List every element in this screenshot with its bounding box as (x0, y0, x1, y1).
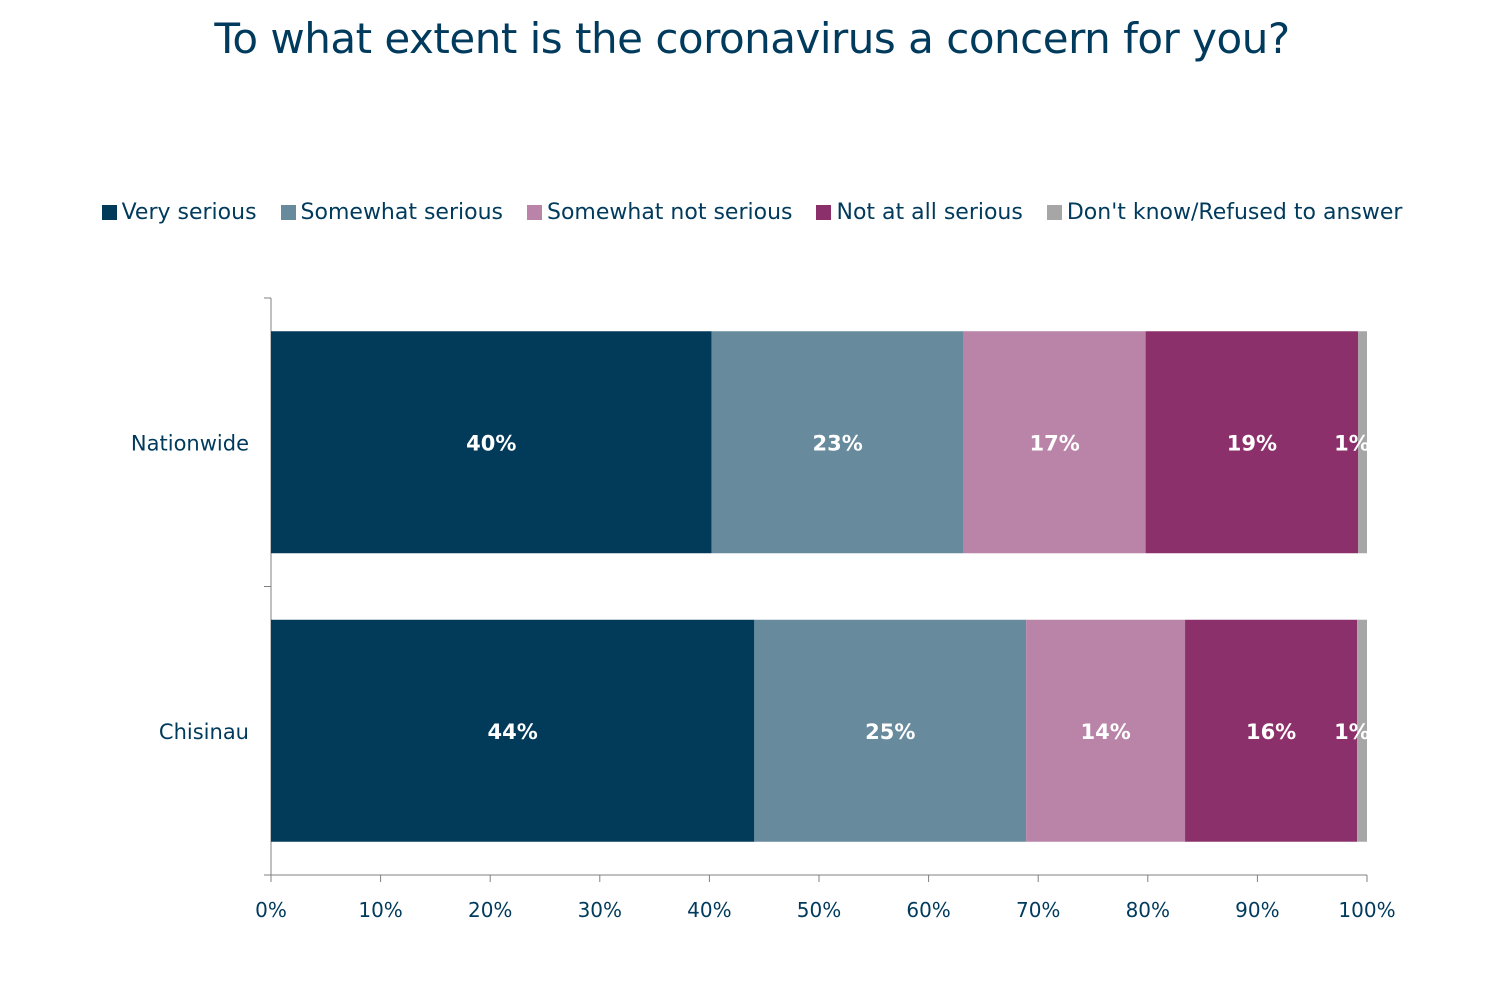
legend-label: Somewhat serious (300, 200, 503, 225)
legend-swatch (101, 205, 117, 220)
category-label: Chisinau (159, 720, 249, 744)
bar-segment (1185, 619, 1358, 842)
legend-label: Don't know/Refused to answer (1066, 200, 1403, 225)
legend-swatch (280, 205, 296, 220)
bar-segment (1026, 619, 1186, 842)
legend-label: Somewhat not serious (547, 200, 793, 225)
legend-item: Very serious (101, 200, 257, 225)
legend-item: Don't know/Refused to answer (1046, 200, 1403, 225)
category-label: Nationwide (131, 431, 249, 455)
x-tick-label: 70% (1016, 898, 1060, 922)
data-label: 44% (488, 720, 538, 744)
legend-item: Not at all serious (816, 200, 1023, 225)
x-tick-label: 60% (906, 898, 950, 922)
x-tick-label: 80% (1126, 898, 1170, 922)
x-tick-label: 40% (687, 898, 731, 922)
bar-segment (754, 619, 1027, 842)
data-label: 17% (1030, 431, 1080, 455)
data-label: 16% (1246, 720, 1296, 744)
bar-segment (1357, 619, 1367, 842)
bar-segment (1145, 331, 1359, 554)
legend: Very serious Somewhat serious Somewhat not… (0, 200, 1504, 225)
legend-label: Not at all serious (836, 200, 1023, 225)
legend-swatch (1046, 205, 1062, 220)
x-tick-label: 20% (468, 898, 512, 922)
data-label: 40% (466, 431, 516, 455)
x-tick-label: 0% (255, 898, 287, 922)
data-label: 19% (1227, 431, 1277, 455)
data-label: 23% (812, 431, 862, 455)
legend-item: Somewhat not serious (527, 200, 792, 225)
bar-segment (271, 619, 755, 842)
legend-item: Somewhat serious (280, 200, 503, 225)
bar-segment (271, 331, 712, 554)
bar-segment (711, 331, 964, 554)
bar-segment (963, 331, 1146, 554)
x-tick-label: 10% (358, 898, 402, 922)
x-tick-label: 30% (578, 898, 622, 922)
data-label: 1% (1334, 431, 1370, 455)
data-label: 14% (1080, 720, 1130, 744)
x-tick-label: 50% (797, 898, 841, 922)
x-tick-label: 90% (1235, 898, 1279, 922)
legend-swatch (527, 205, 542, 220)
data-label: 1% (1334, 720, 1370, 744)
chart-title: To what extent is the coronavirus a conc… (214, 14, 1290, 63)
legend-swatch (816, 205, 832, 220)
legend-label: Very serious (121, 200, 257, 225)
bar-segment (1358, 331, 1367, 554)
data-label: 25% (865, 720, 915, 744)
x-tick-label: 100% (1338, 898, 1395, 922)
